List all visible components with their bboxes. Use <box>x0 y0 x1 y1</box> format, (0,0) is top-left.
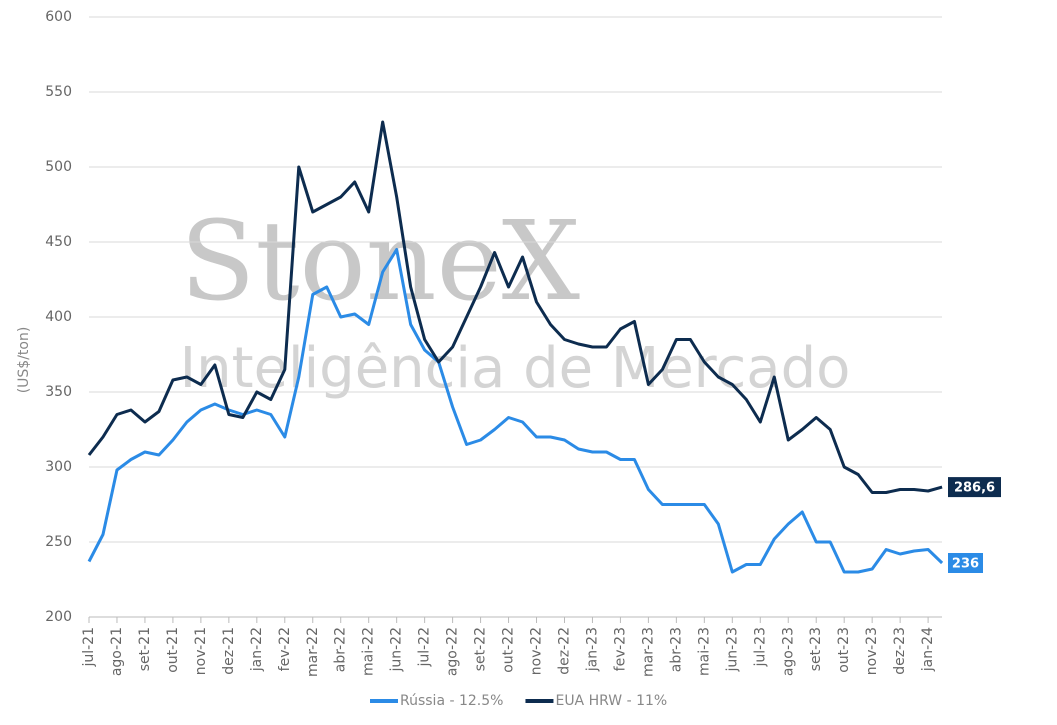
y-tick-label: 350 <box>45 384 72 400</box>
x-tick-label: set-21 <box>137 627 153 671</box>
x-tick-label: set-23 <box>808 627 824 671</box>
watermark-tagline: Inteligência de Mercado <box>180 336 851 401</box>
value-label: 236 <box>952 557 979 572</box>
value-label-box <box>948 477 1001 498</box>
x-tick-label: mar-23 <box>640 627 656 677</box>
x-tick-label: dez-22 <box>556 627 572 675</box>
x-tick-label: jul-22 <box>417 627 433 668</box>
x-tick-label: abr-23 <box>668 627 684 672</box>
x-tick-label: dez-23 <box>892 627 908 675</box>
legend-label: EUA HRW - 11% <box>555 693 667 709</box>
x-tick-label: ago-22 <box>445 627 461 676</box>
y-tick-label: 400 <box>45 309 72 325</box>
watermark-brand: StoneX <box>180 197 580 325</box>
value-label-box <box>948 553 983 573</box>
x-tick-label: fev-22 <box>277 627 293 671</box>
y-tick-label: 500 <box>45 159 72 175</box>
x-tick-label: jul-23 <box>752 627 768 668</box>
x-tick-label: mar-22 <box>305 627 321 677</box>
x-tick-label: nov-22 <box>529 627 545 675</box>
x-tick-label: ago-21 <box>109 627 125 676</box>
x-tick-label: out-22 <box>501 627 517 673</box>
x-tick-label: ago-23 <box>780 627 796 676</box>
x-tick-label: jul-21 <box>81 627 97 668</box>
x-tick-label: jan-24 <box>920 627 936 672</box>
legend-label: Rússia - 12.5% <box>400 693 503 709</box>
x-tick-label: nov-23 <box>864 627 880 675</box>
y-tick-label: 300 <box>45 459 72 475</box>
x-tick-label: nov-21 <box>193 627 209 675</box>
y-tick-label: 250 <box>45 534 72 550</box>
y-tick-label: 450 <box>45 234 72 250</box>
x-tick-label: dez-21 <box>221 627 237 675</box>
value-label: 286,6 <box>954 481 995 496</box>
series-line <box>87 248 944 574</box>
x-tick-label: out-21 <box>165 627 181 673</box>
x-tick-label: mai-22 <box>361 627 377 676</box>
x-tick-label: jun-23 <box>724 627 740 673</box>
x-tick-label: fev-23 <box>612 627 628 671</box>
x-tick-label: jun-22 <box>389 627 405 673</box>
x-tick-label: out-23 <box>836 627 852 673</box>
series-line <box>87 120 943 494</box>
y-tick-label: 600 <box>45 9 72 25</box>
x-tick-label: mai-23 <box>696 627 712 676</box>
y-axis-label: (US$/ton) <box>16 327 32 394</box>
x-tick-label: set-22 <box>473 627 489 671</box>
x-tick-label: abr-22 <box>333 627 349 672</box>
y-tick-label: 550 <box>45 84 72 100</box>
x-tick-label: jan-22 <box>249 627 265 672</box>
y-tick-label: 200 <box>45 609 72 625</box>
x-tick-label: jan-23 <box>584 627 600 672</box>
